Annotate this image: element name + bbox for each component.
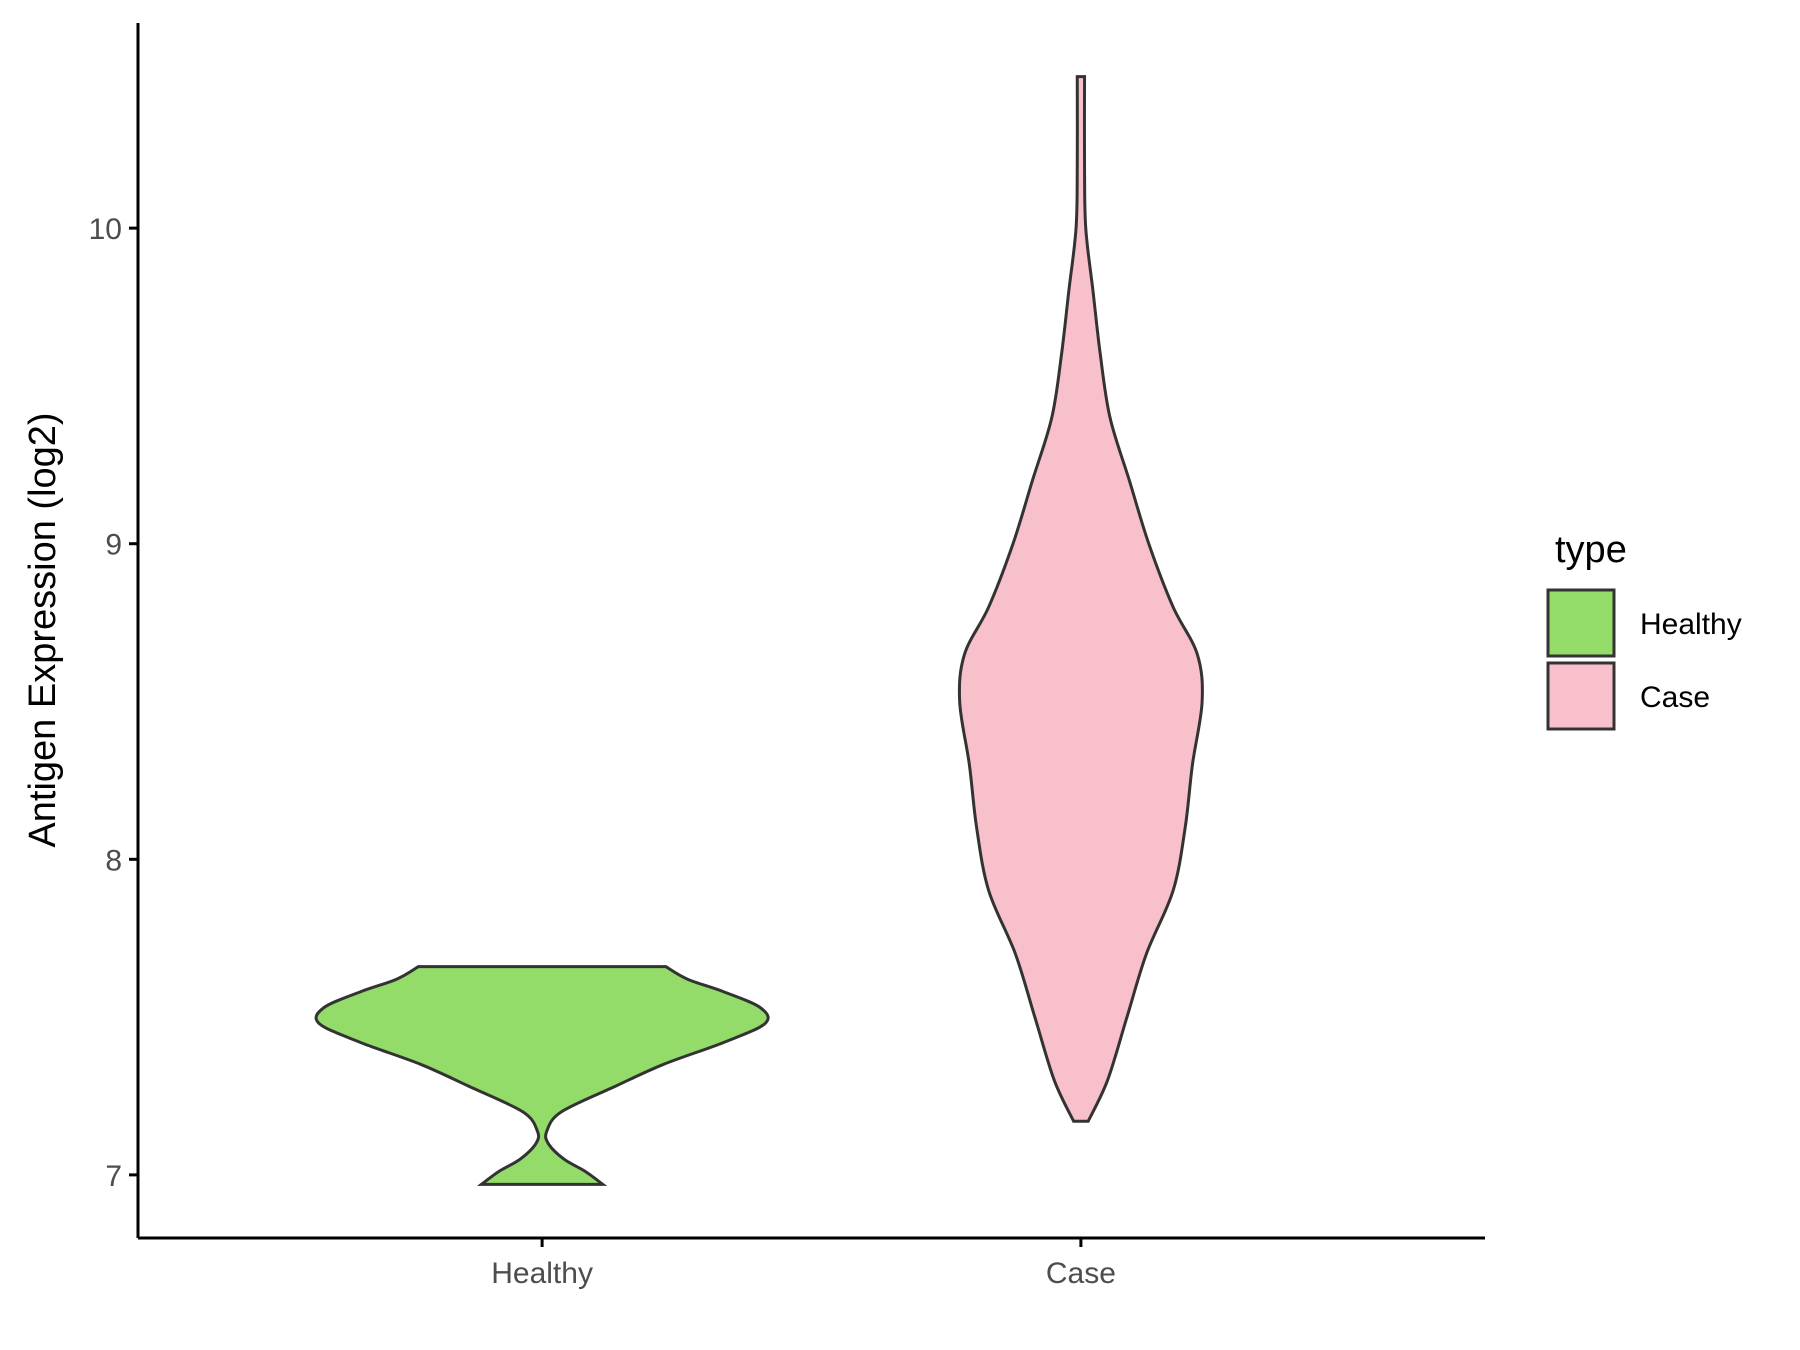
legend-swatch-case bbox=[1546, 661, 1616, 731]
plot-panel: 7 8 9 10 Healthy Case Antigen Expression (lo… bbox=[22, 23, 1485, 1290]
legend: type Healthy Case bbox=[1546, 529, 1742, 731]
legend-swatch-healthy bbox=[1546, 588, 1616, 658]
violin-healthy bbox=[314, 965, 770, 1186]
y-tick-label: 7 bbox=[105, 1160, 122, 1193]
violin-case bbox=[957, 75, 1204, 1123]
y-tick-label: 10 bbox=[89, 213, 122, 246]
y-axis-title: Antigen Expression (log2) bbox=[22, 412, 64, 847]
legend-items: Healthy Case bbox=[1546, 588, 1742, 731]
y-axis-ticks: 7 8 9 10 bbox=[89, 213, 138, 1193]
y-tick-label: 8 bbox=[105, 844, 122, 877]
x-axis-ticks: Healthy Case bbox=[491, 1238, 1116, 1290]
y-tick-label: 9 bbox=[105, 529, 122, 562]
legend-label-case: Case bbox=[1640, 681, 1710, 714]
violins bbox=[314, 75, 1204, 1186]
x-tick-label: Case bbox=[1046, 1257, 1116, 1290]
legend-title: type bbox=[1555, 529, 1627, 571]
legend-label-healthy: Healthy bbox=[1640, 608, 1742, 641]
x-tick-label: Healthy bbox=[491, 1257, 593, 1290]
